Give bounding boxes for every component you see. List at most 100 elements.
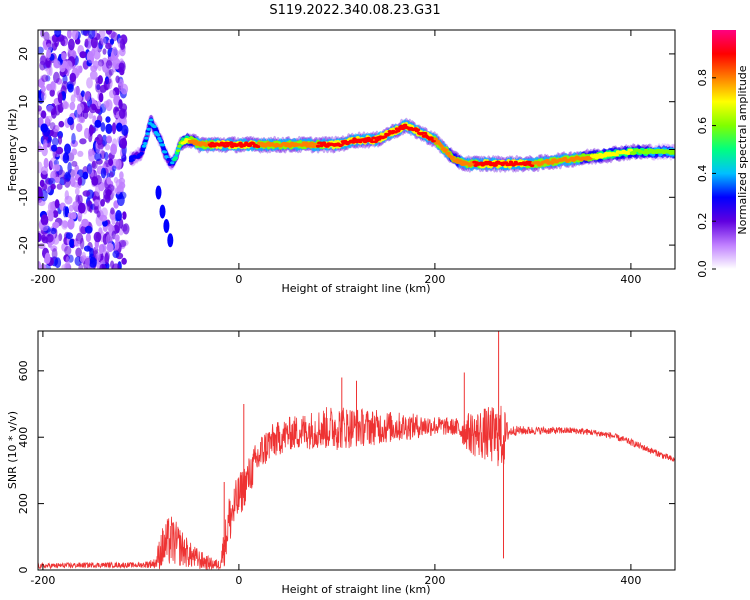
noise-blob [59,64,66,73]
noise-blob [38,145,44,152]
colorbar-tick-label: 0.8 [696,69,709,87]
noise-blob [112,57,121,70]
spectrogram-heat-layer [38,30,675,269]
ridge-cell [160,143,166,147]
noise-blob [91,160,98,170]
noise-blob [83,245,91,252]
noise-blob [100,199,105,207]
noise-blob [88,124,94,136]
noise-blob [68,38,75,51]
noise-blob [104,252,110,265]
noise-blob [41,74,49,83]
noise-blob [52,210,59,218]
noise-blob [106,176,112,185]
noise-blob [62,153,70,164]
noise-blob [40,85,46,93]
noise-blob [50,227,57,235]
ridge-cell [451,155,456,159]
snr-x-axis-label: Height of straight line (km) [281,583,430,596]
spectrogram-background [38,30,675,269]
noise-blob [80,225,87,235]
noise-blob [82,171,89,180]
noise-blob [93,231,102,243]
noise-blob [81,251,86,262]
ridge-cell [614,153,619,157]
spectrogram-panel: -200 0 200 400 -20 -10 0 10 20 Height of straig… [6,29,676,295]
noise-blob [97,142,104,150]
noise-blob [102,219,108,227]
noise-blob [79,138,87,145]
noise-blob [51,137,59,146]
ridge-cell [152,125,157,129]
noise-blob [69,72,77,83]
ridge-cell [170,161,175,165]
colorbar-scale [712,30,736,269]
ridge-cell [446,151,451,155]
noise-blob [96,252,101,262]
ridge-cell [626,152,631,155]
ridge-cell [549,161,555,165]
noise-blob [38,46,44,54]
noise-blob [112,263,120,269]
noise-blob [83,91,91,102]
ridge-cell [545,158,550,162]
spectrogram-x-tick-label: 200 [424,273,445,286]
noise-blob [115,75,120,84]
chart-title: S119.2022.340.08.23.G31 [269,3,440,18]
noise-blob [41,234,46,241]
ridge-cell [493,163,498,167]
noise-blob [93,60,99,70]
noise-blob [67,161,72,174]
noise-blob [85,233,91,243]
noise-blob [107,184,115,193]
noise-blob [52,221,60,229]
snr-y-tick-label: 0 [17,567,30,574]
noise-blob [81,218,89,227]
noise-blob [98,244,103,255]
noise-blob [86,200,93,212]
noise-blob [40,110,47,119]
noise-blob [58,120,65,128]
ridge-cell [145,132,150,136]
noise-blob [105,234,113,245]
noise-blob [121,224,128,232]
noise-blob [111,138,118,151]
ridge-cell [632,151,637,155]
noise-blob [38,105,42,112]
ridge-cell [315,144,321,148]
ridge-cell [158,139,163,143]
noise-blob [91,103,97,111]
branch-cell [159,204,166,219]
snr-x-tick-label: 200 [424,574,445,587]
colorbar-label: Normalized spectral amplitude [736,65,749,234]
noise-blob [72,201,78,211]
ridge-cell [397,127,402,131]
noise-blob [96,210,101,218]
snr-x-tick-label: -200 [30,574,55,587]
noise-blob [101,134,108,147]
noise-blob [65,232,74,240]
noise-blob [121,137,127,149]
noise-blob [121,124,129,136]
noise-blob [62,205,68,218]
noise-blob [99,214,108,222]
ridge-cell [672,150,675,154]
noise-blob [70,212,77,220]
noise-blob [57,92,63,104]
noise-blob [64,245,72,256]
noise-blob [82,190,91,197]
noise-blob [79,237,85,250]
noise-blob [65,173,71,181]
noise-blob [74,187,80,195]
noise-blob [54,176,61,183]
noise-blob [87,163,93,175]
ridge-cell [307,144,313,148]
noise-blob [87,54,94,64]
noise-blob [53,60,61,69]
ridge-cell [155,133,161,137]
noise-blob [47,210,54,222]
ridge-cell [310,142,315,145]
noise-blob [116,122,123,132]
ridge-cell [628,148,634,152]
